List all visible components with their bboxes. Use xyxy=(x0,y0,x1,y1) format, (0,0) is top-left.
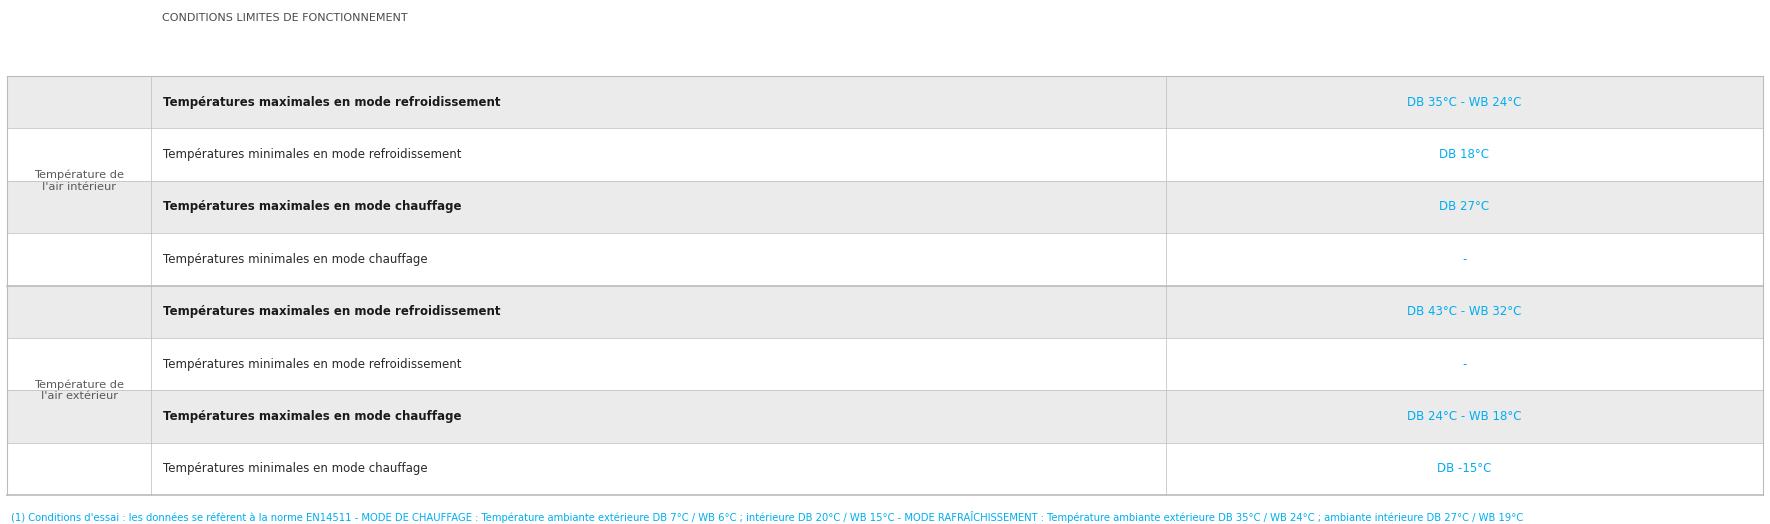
Text: Températures minimales en mode chauffage: Températures minimales en mode chauffage xyxy=(163,253,428,266)
Text: Températures minimales en mode refroidissement: Températures minimales en mode refroidis… xyxy=(163,358,462,370)
Text: Température de
l'air intérieur: Température de l'air intérieur xyxy=(34,170,124,192)
Bar xyxy=(7,233,1763,286)
Text: DB 18°C: DB 18°C xyxy=(1439,148,1489,161)
Text: Températures minimales en mode refroidissement: Températures minimales en mode refroidis… xyxy=(163,148,462,161)
Text: Températures maximales en mode chauffage: Températures maximales en mode chauffage xyxy=(163,410,462,423)
Bar xyxy=(7,181,1763,233)
Text: Températures maximales en mode chauffage: Températures maximales en mode chauffage xyxy=(163,201,462,213)
Text: Températures minimales en mode chauffage: Températures minimales en mode chauffage xyxy=(163,463,428,475)
Bar xyxy=(7,286,1763,338)
Bar xyxy=(7,128,1763,181)
Text: DB 43°C - WB 32°C: DB 43°C - WB 32°C xyxy=(1407,305,1522,318)
Text: -: - xyxy=(1462,358,1467,370)
Text: DB -15°C: DB -15°C xyxy=(1437,463,1492,475)
Bar xyxy=(7,390,1763,443)
Text: (1) Conditions d'essai : les données se réfèrent à la norme EN14511 - MODE DE CH: (1) Conditions d'essai : les données se … xyxy=(11,511,1522,523)
Text: Température de
l'air extérieur: Température de l'air extérieur xyxy=(34,379,124,401)
Bar xyxy=(7,443,1763,495)
Text: Températures maximales en mode refroidissement: Températures maximales en mode refroidis… xyxy=(163,96,501,108)
Bar xyxy=(7,338,1763,390)
Text: -: - xyxy=(1462,253,1467,266)
Text: DB 24°C - WB 18°C: DB 24°C - WB 18°C xyxy=(1407,410,1522,423)
Text: CONDITIONS LIMITES DE FONCTIONNEMENT: CONDITIONS LIMITES DE FONCTIONNEMENT xyxy=(161,13,407,24)
Bar xyxy=(7,76,1763,128)
Text: Températures maximales en mode refroidissement: Températures maximales en mode refroidis… xyxy=(163,305,501,318)
Text: DB 27°C: DB 27°C xyxy=(1439,201,1490,213)
Text: DB 35°C - WB 24°C: DB 35°C - WB 24°C xyxy=(1407,96,1522,108)
